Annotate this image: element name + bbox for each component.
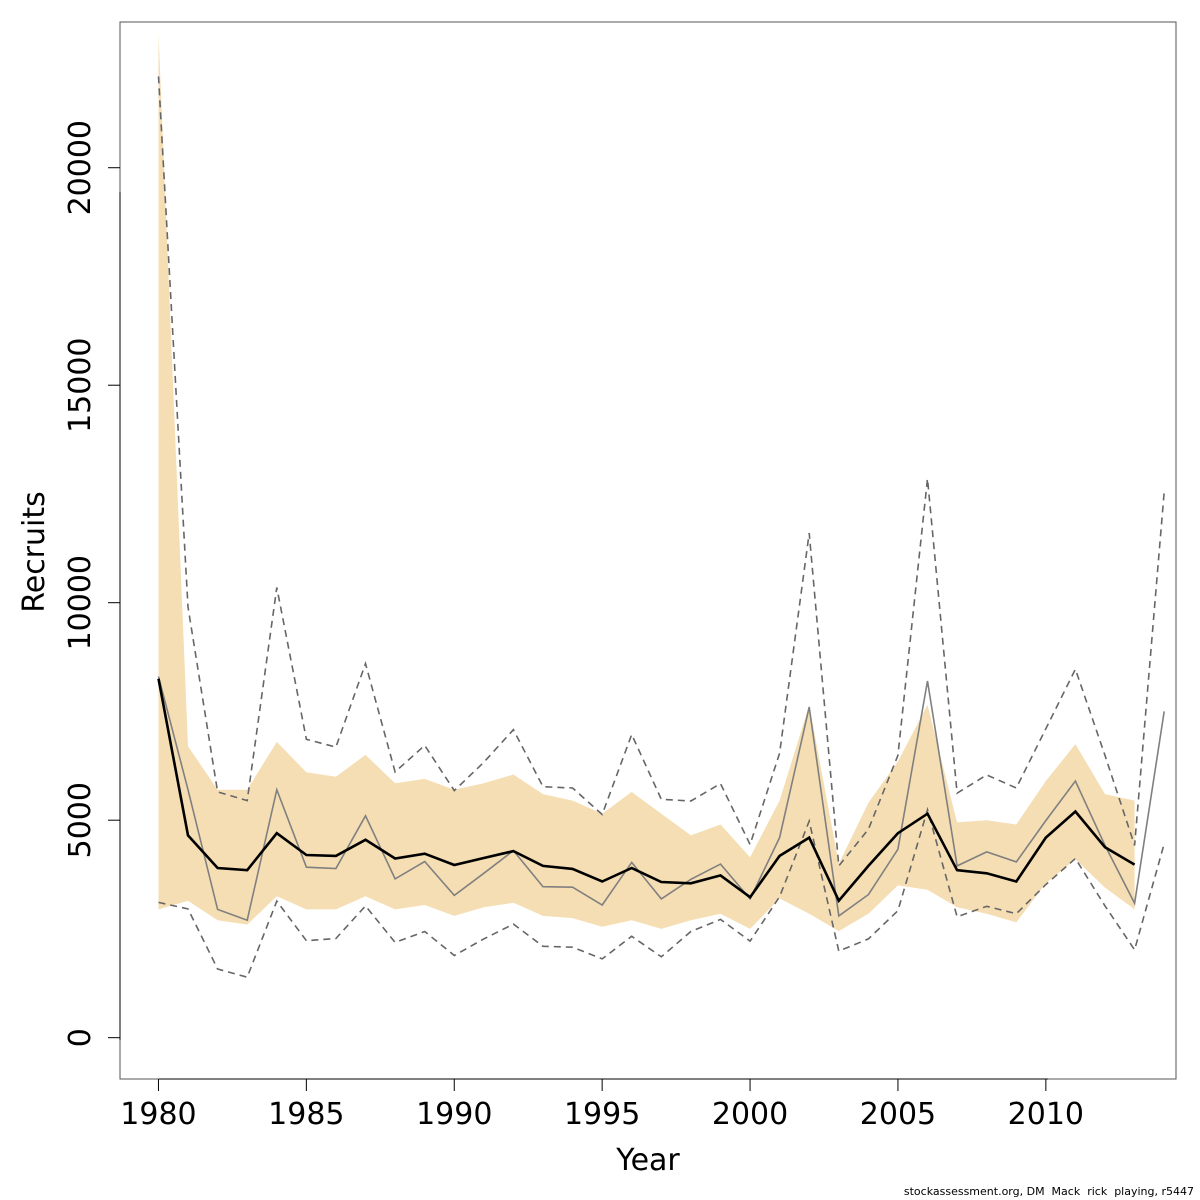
y-tick-label: 10000 (63, 555, 98, 650)
x-tick-label: 1995 (564, 1097, 640, 1132)
confidence-band (158, 32, 1135, 932)
x-tick-label: 2010 (1008, 1097, 1084, 1132)
y-tick-label: 15000 (63, 337, 98, 432)
y-tick-label: 5000 (63, 782, 98, 858)
x-tick-label: 2000 (712, 1097, 788, 1132)
x-tick-label: 1985 (268, 1097, 344, 1132)
y-axis-ticks: 0 5000 10000 15000 20000 (63, 120, 120, 1047)
recruits-estimate-line (157, 678, 1136, 904)
x-tick-label: 2005 (860, 1097, 936, 1132)
lower-bound-dashed-line (158, 806, 1165, 979)
y-tick-label: 0 (63, 1028, 98, 1047)
y-axis-title: Recruits (17, 491, 52, 613)
x-tick-label: 1980 (120, 1097, 196, 1132)
y-tick-label: 20000 (63, 120, 98, 215)
x-axis-title: Year (615, 1143, 680, 1178)
footer-credit: stockassessment.org, DM Mack rick playin… (903, 1185, 1194, 1198)
upper-bound-dashed-line (157, 76, 1165, 868)
x-axis-ticks: 1980 1985 1990 1995 2000 2005 2010 (120, 1079, 1084, 1132)
x-tick-label: 1990 (416, 1097, 492, 1132)
alternate-estimate-line (157, 676, 1165, 922)
